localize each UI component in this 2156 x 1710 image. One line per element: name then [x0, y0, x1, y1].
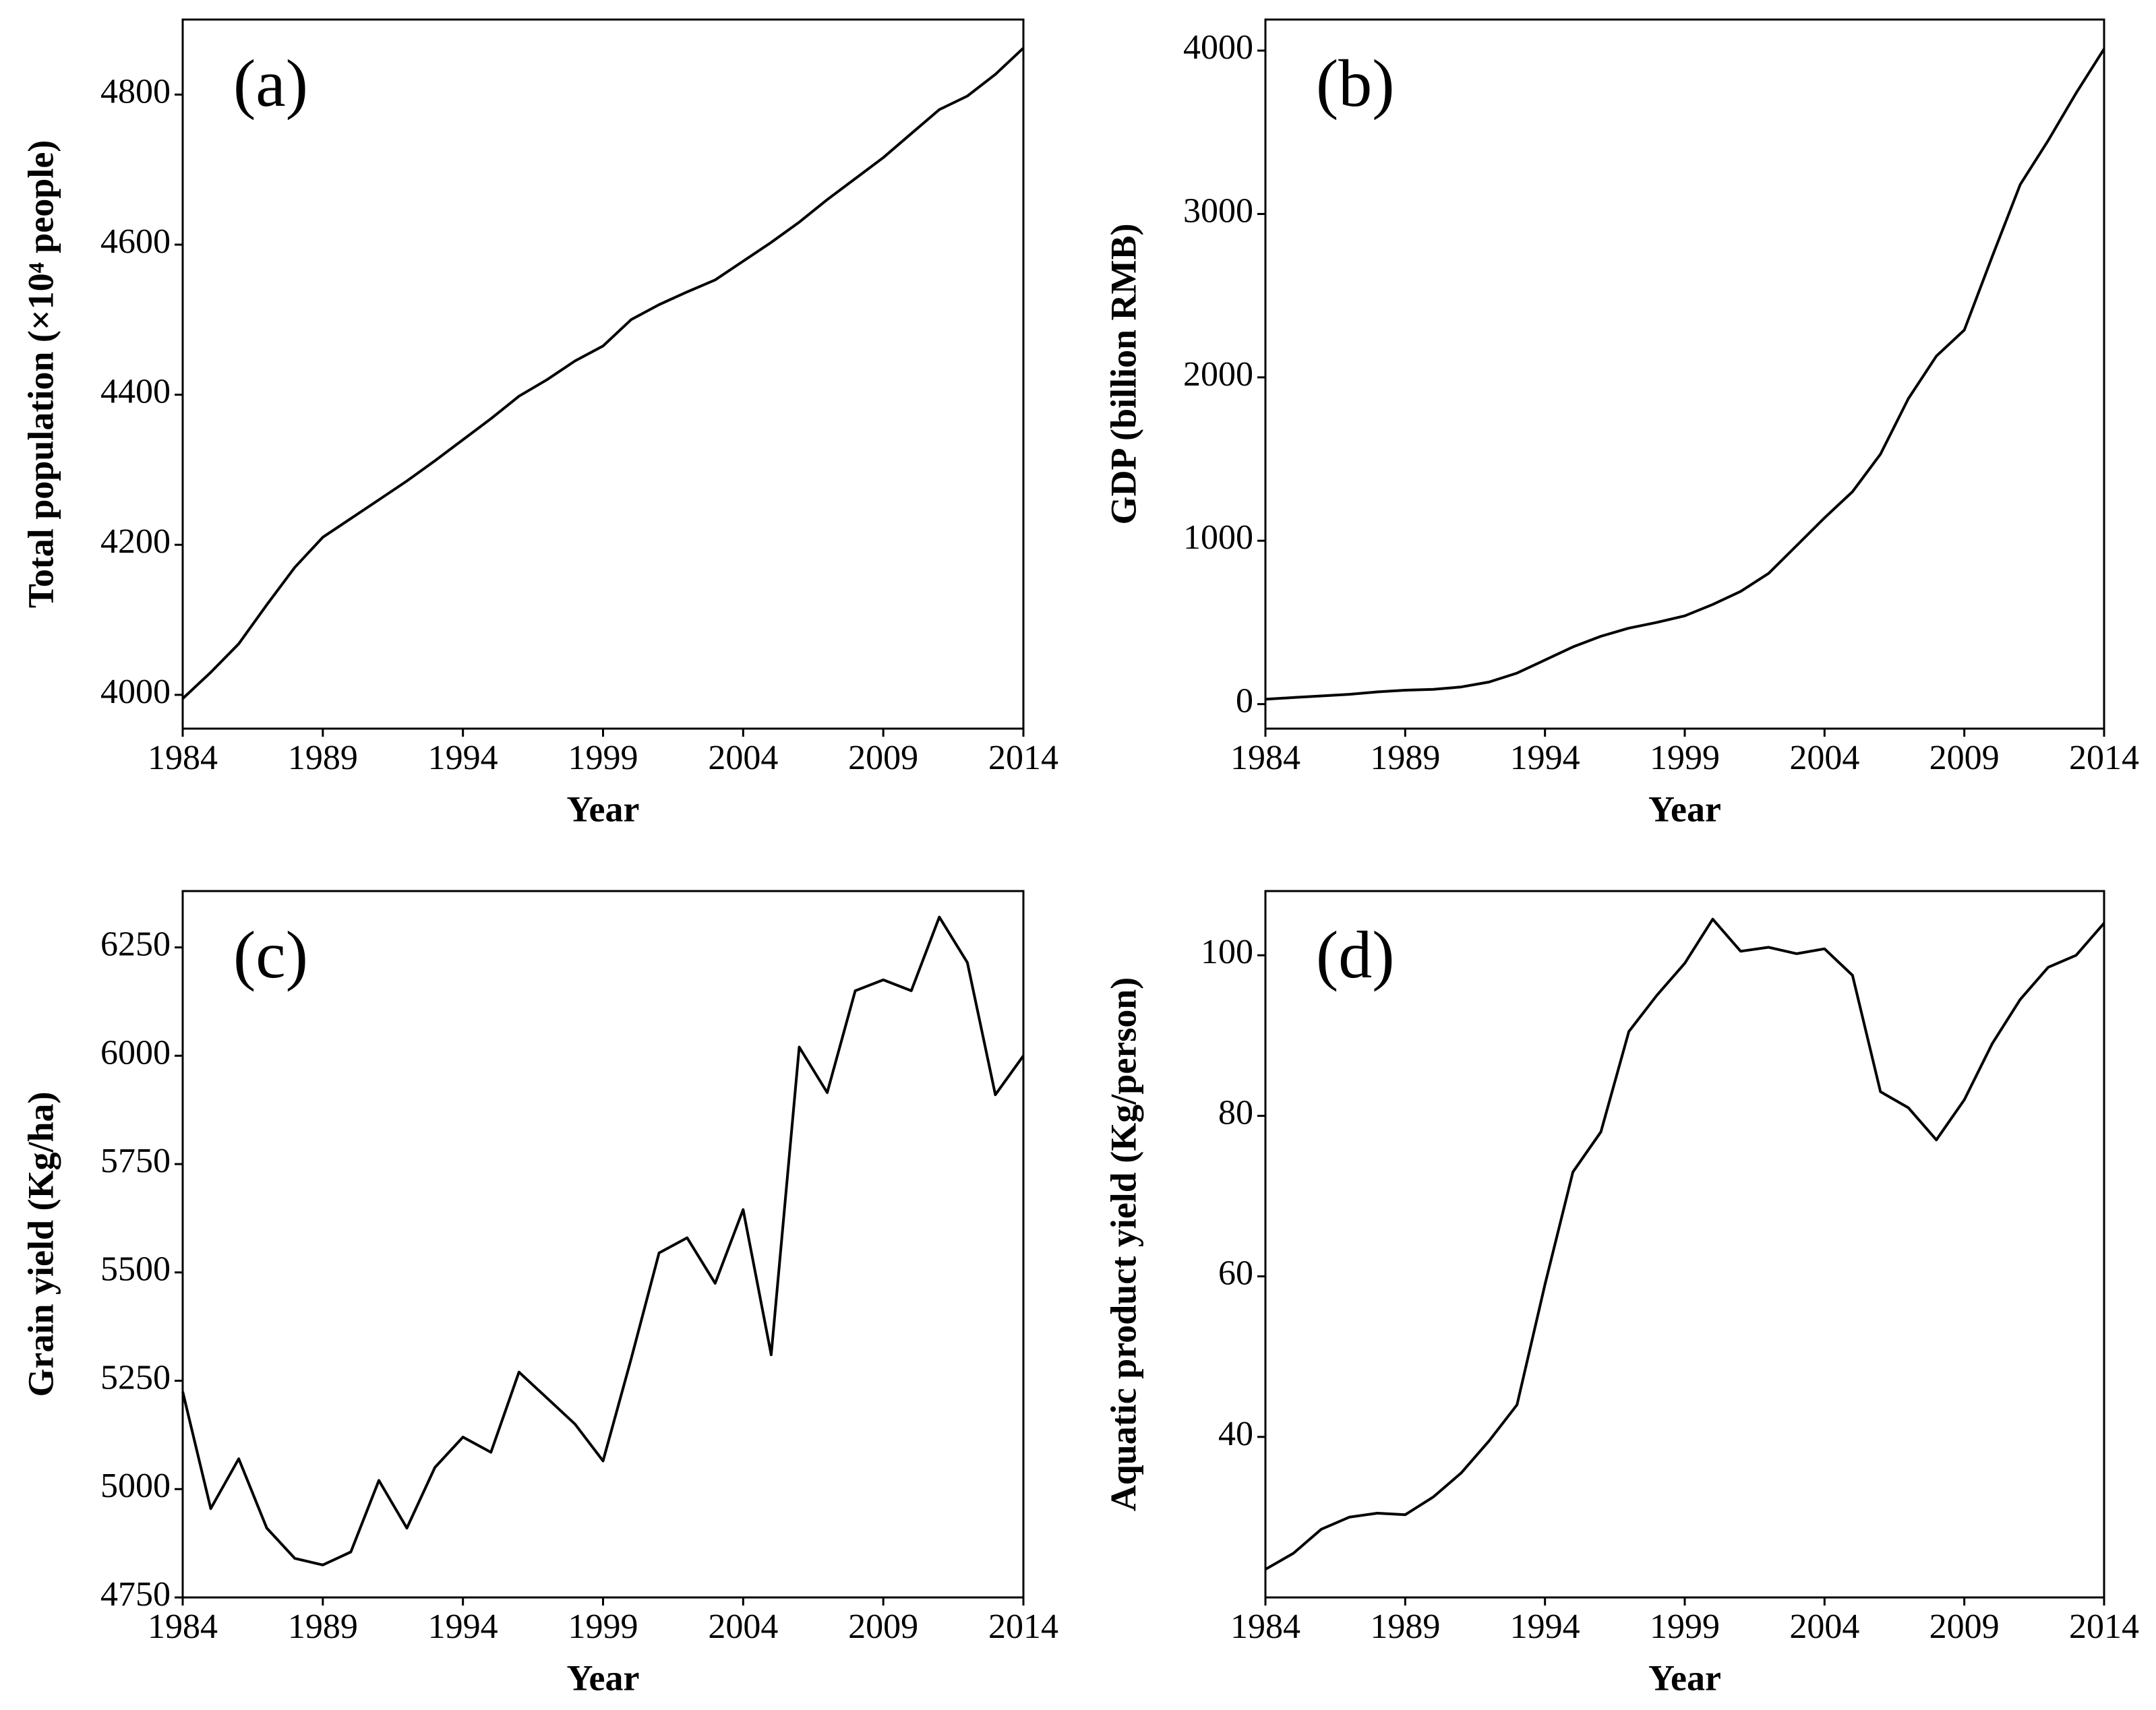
x-tick-label: 2014: [988, 739, 1058, 777]
y-axis-label: Total population (×10⁴ people): [20, 140, 61, 609]
y-tick-label: 4200: [100, 522, 171, 561]
plot-frame: [1264, 18, 2105, 730]
y-axis-label: Grain yield (Kg/ha): [20, 1091, 61, 1397]
x-tick-label: 2014: [2069, 1608, 2139, 1646]
x-tick-label: 1994: [1510, 739, 1580, 777]
x-tick-label: 2004: [708, 739, 778, 777]
panel-annotation: (b): [1316, 46, 1395, 121]
y-tick-label: 4400: [100, 373, 171, 411]
y-tick-label: 4600: [100, 222, 171, 261]
x-tick-label: 2009: [1929, 1608, 2000, 1646]
y-tick-label: 1000: [1183, 518, 1253, 557]
x-tick-label: 1984: [148, 1608, 218, 1646]
x-axis-label: Year: [1648, 1657, 1721, 1698]
y-tick-label: 5500: [100, 1250, 171, 1289]
y-tick-label: 2000: [1183, 355, 1253, 394]
y-tick-label: 4800: [100, 72, 171, 111]
y-tick-label: 5000: [100, 1467, 171, 1505]
y-tick-label: 100: [1201, 933, 1253, 971]
x-tick-label: 2014: [988, 1608, 1058, 1646]
x-tick-label: 2009: [848, 739, 918, 777]
y-tick-label: 6250: [100, 925, 171, 964]
y-tick-label: 60: [1218, 1254, 1253, 1293]
panel: 1984 1989 1994 1999 2004 2009 2014 0 1000 2000 300…: [1103, 18, 2139, 829]
y-tick-label: 6000: [100, 1033, 171, 1072]
x-tick-label: 1984: [148, 739, 218, 777]
y-tick-label: 4750: [100, 1575, 171, 1614]
y-tick-label: 0: [1236, 682, 1253, 721]
x-tick-label: 1999: [568, 1608, 638, 1646]
y-tick-label: 40: [1218, 1415, 1253, 1453]
x-tick-label: 2004: [708, 1608, 778, 1646]
y-tick-label: 4000: [1183, 28, 1253, 67]
x-tick-label: 1984: [1230, 1608, 1300, 1646]
x-tick-label: 1984: [1230, 739, 1300, 777]
panel-annotation: (a): [233, 46, 308, 121]
panel: 1984 1989 1994 1999 2004 2009 2014 40 60 80 100 Yea…: [1103, 890, 2139, 1698]
y-axis-label: Aquatic product yield (Kg/person): [1103, 977, 1143, 1512]
panel-annotation: (d): [1316, 917, 1395, 992]
x-tick-label: 2004: [1789, 1608, 1859, 1646]
panel: 1984 1989 1994 1999 2004 2009 2014 4750 5000 5250…: [20, 890, 1058, 1698]
x-tick-label: 1999: [568, 739, 638, 777]
data-line: [181, 47, 1025, 700]
plot-frame: [181, 18, 1025, 730]
x-tick-label: 2009: [1929, 739, 2000, 777]
data-line: [1265, 48, 2105, 701]
y-tick-label: 5250: [100, 1358, 171, 1397]
plot-frame: [1264, 890, 2105, 1599]
plot-frame: [181, 890, 1025, 1599]
x-axis-label: Year: [567, 1657, 640, 1698]
x-tick-label: 1994: [428, 1608, 498, 1646]
panel: 1984 1989 1994 1999 2004 2009 2014 4000 4200 4400…: [20, 18, 1058, 829]
x-tick-label: 1989: [288, 1608, 358, 1646]
x-tick-label: 1999: [1650, 1608, 1720, 1646]
data-line: [181, 915, 1025, 1566]
y-tick-label: 80: [1218, 1093, 1253, 1132]
x-tick-label: 2009: [848, 1608, 918, 1646]
x-tick-label: 1989: [1370, 1608, 1440, 1646]
x-tick-label: 2014: [2069, 739, 2139, 777]
y-axis-label: GDP (billion RMB): [1103, 223, 1143, 524]
y-tick-label: 5750: [100, 1142, 171, 1180]
x-tick-label: 1989: [1370, 739, 1440, 777]
y-tick-label: 3000: [1183, 191, 1253, 230]
x-tick-label: 1999: [1650, 739, 1720, 777]
x-axis-label: Year: [1648, 789, 1721, 829]
x-tick-label: 1994: [1510, 1608, 1580, 1646]
y-tick-label: 4000: [100, 673, 171, 711]
x-axis-label: Year: [567, 789, 640, 829]
panel-annotation: (c): [233, 917, 308, 992]
x-tick-label: 1994: [428, 739, 498, 777]
x-tick-label: 1989: [288, 739, 358, 777]
data-line: [1265, 917, 2105, 1571]
x-tick-label: 2004: [1789, 739, 1859, 777]
